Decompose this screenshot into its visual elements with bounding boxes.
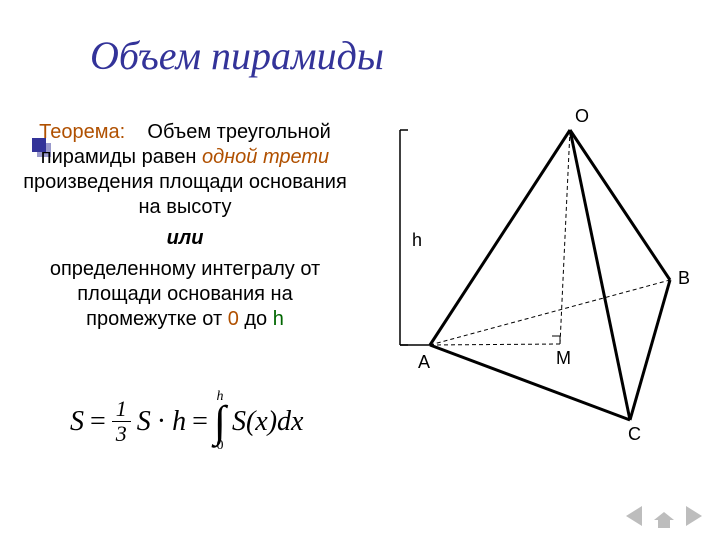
home-icon[interactable] <box>654 512 674 526</box>
formula-eq1: = <box>90 406 106 438</box>
theorem-label: Теорема: <box>39 121 125 143</box>
to-word: до <box>244 308 267 330</box>
formula-h: h <box>172 406 186 438</box>
theorem-text: Теорема: Объем треугольной пирамиды раве… <box>20 120 350 332</box>
formula-s1: S <box>70 406 84 438</box>
zero-text: 0 <box>228 308 239 330</box>
formula-frac: 1 3 <box>112 398 131 445</box>
frac-num: 1 <box>112 398 131 422</box>
label-b: B <box>678 268 690 289</box>
formula-eq2: = <box>192 406 208 438</box>
one-third: одной трети <box>202 146 329 168</box>
slide: Объем пирамиды Теорема: Объем треугольно… <box>0 0 720 540</box>
integral-symbol: ∫ <box>214 404 226 439</box>
frac-den: 3 <box>116 422 127 445</box>
formula: S = 1 3 S · h = h ∫ 0 S(x)dx <box>70 390 304 453</box>
formula-sx: S(x)dx <box>232 406 304 438</box>
int-lower: 0 <box>216 439 223 453</box>
next-icon[interactable] <box>686 506 702 526</box>
pyramid-diagram: O A B C M h <box>370 100 710 440</box>
label-a: A <box>418 352 430 373</box>
label-m: M <box>556 348 571 369</box>
nav-controls <box>626 506 702 526</box>
h-text: h <box>273 308 284 330</box>
label-h: h <box>412 230 422 251</box>
label-o: O <box>575 106 589 127</box>
label-c: C <box>628 424 641 445</box>
prev-icon[interactable] <box>626 506 642 526</box>
theorem-line-2: произведения площади основания на высоту <box>23 171 347 218</box>
integral: h ∫ 0 <box>214 390 226 453</box>
slide-title: Объем пирамиды <box>90 32 384 79</box>
formula-s2: S <box>137 406 151 438</box>
or-word: или <box>20 226 350 251</box>
formula-dot: · <box>157 406 166 438</box>
